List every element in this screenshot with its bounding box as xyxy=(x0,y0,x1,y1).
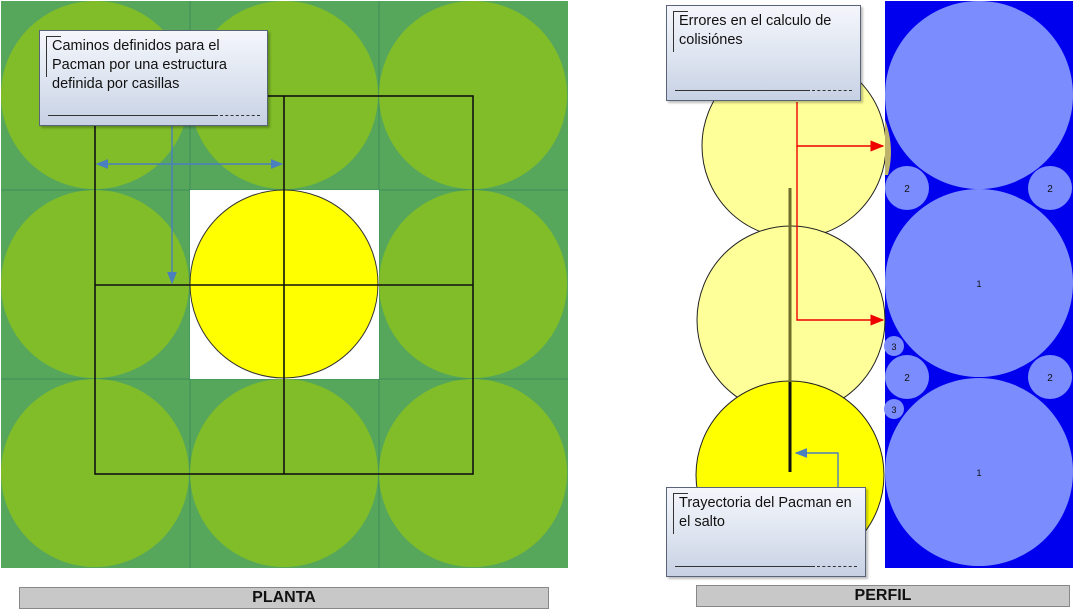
circle-number-labels: 2 2 1 3 2 2 3 1 xyxy=(891,184,1053,478)
perfil-collision-callout-text: Errores en el calculo de colisiónes xyxy=(679,13,832,48)
wall-big-circle xyxy=(885,189,1073,377)
circle-number: 1 xyxy=(976,468,981,478)
wall-small-circle xyxy=(1028,355,1072,399)
planta-callout: Caminos definidos para el Pacman por una… xyxy=(39,30,268,126)
wall-small-circle xyxy=(1028,166,1072,210)
path-grid xyxy=(94,95,474,475)
perfil-collision-callout: Errores en el calculo de colisiónes xyxy=(666,5,861,101)
wall-small-circle xyxy=(885,355,929,399)
wall-big-circle xyxy=(885,1,1073,189)
tile-circle xyxy=(379,1,567,189)
circle-number: 1 xyxy=(976,279,981,289)
callout-bracket xyxy=(673,493,688,534)
collision-overlap xyxy=(885,120,891,175)
callout-dash xyxy=(812,90,852,91)
circle-number: 2 xyxy=(1047,373,1053,384)
callout-dash xyxy=(220,115,260,116)
planta-label: PLANTA xyxy=(19,587,549,609)
wall-circles xyxy=(884,1,1073,566)
circle-number: 3 xyxy=(891,342,896,352)
wall-tiny-circle xyxy=(884,399,904,419)
callout-underline xyxy=(675,566,815,567)
planta-view xyxy=(1,1,568,568)
wall-tiny-circle xyxy=(884,336,904,356)
circle-number: 2 xyxy=(904,184,910,195)
circle-number: 3 xyxy=(891,405,896,415)
perfil-trajectory-callout-text: Trayectoria del Pacman en el salto xyxy=(679,495,852,530)
callout-dash xyxy=(817,566,857,567)
circle-number: 2 xyxy=(1047,184,1053,195)
perfil-label: PERFIL xyxy=(696,585,1070,607)
callout-underline xyxy=(48,115,218,116)
callout-bracket xyxy=(46,36,61,77)
perfil-trajectory-callout: Trayectoria del Pacman en el salto xyxy=(666,487,866,577)
callout-underline xyxy=(675,90,810,91)
planta-callout-text: Caminos definidos para el Pacman por una… xyxy=(52,38,227,92)
circle-number: 2 xyxy=(904,373,910,384)
collision-error-arrow-bottom xyxy=(796,146,885,326)
callout-bracket xyxy=(673,11,688,52)
wall-big-circle xyxy=(885,378,1073,566)
trajectory-pointer-arrow xyxy=(794,448,839,487)
wall-small-circle xyxy=(885,166,929,210)
